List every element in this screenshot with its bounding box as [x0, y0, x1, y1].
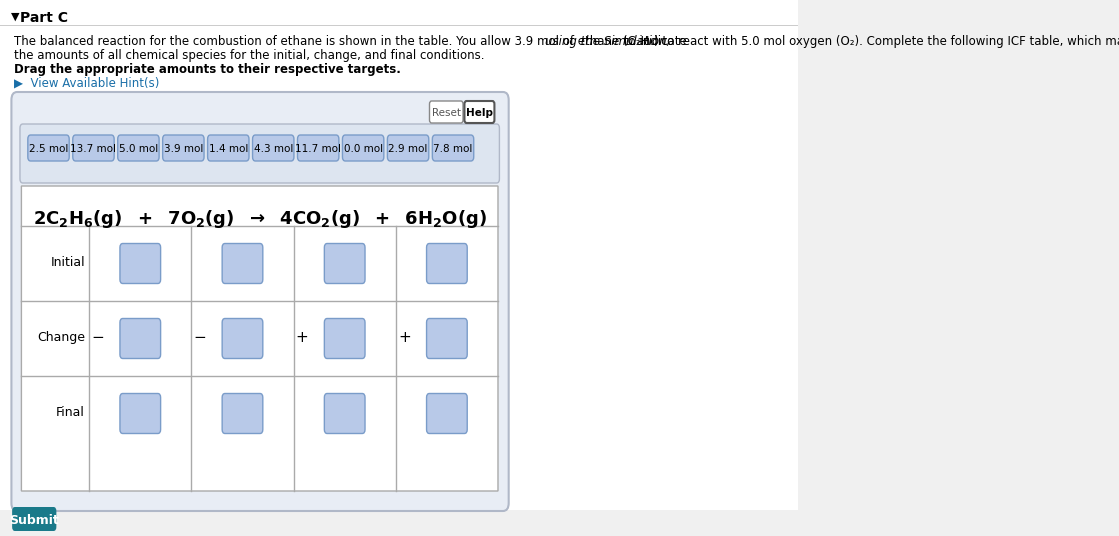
FancyBboxPatch shape [117, 135, 159, 161]
FancyBboxPatch shape [426, 393, 468, 434]
FancyBboxPatch shape [11, 92, 509, 511]
FancyBboxPatch shape [342, 135, 384, 161]
Text: using the Simulation,: using the Simulation, [545, 35, 670, 48]
Text: The balanced reaction for the combustion of ethane is shown in the table. You al: The balanced reaction for the combustion… [15, 35, 1119, 48]
Text: Final: Final [56, 406, 85, 420]
Text: $\mathbf{2C_2H_6(g)\ \ +\ \ 7O_2(g)\ \ \rightarrow\ \ 4CO_2(g)\ \ +\ \ 6H_2O(g)}: $\mathbf{2C_2H_6(g)\ \ +\ \ 7O_2(g)\ \ \… [32, 208, 487, 230]
FancyBboxPatch shape [426, 243, 468, 284]
FancyBboxPatch shape [223, 243, 263, 284]
Text: 7.8 mol: 7.8 mol [433, 144, 472, 154]
FancyBboxPatch shape [21, 186, 498, 491]
Text: 13.7 mol: 13.7 mol [70, 144, 116, 154]
Text: 0.0 mol: 0.0 mol [344, 144, 383, 154]
Text: +: + [398, 331, 411, 346]
FancyBboxPatch shape [223, 393, 263, 434]
FancyBboxPatch shape [325, 393, 365, 434]
Text: 5.0 mol: 5.0 mol [119, 144, 158, 154]
FancyBboxPatch shape [325, 243, 365, 284]
Text: the amounts of all chemical species for the initial, change, and final condition: the amounts of all chemical species for … [15, 49, 485, 62]
FancyBboxPatch shape [325, 318, 365, 359]
Text: ▶  View Available Hint(s): ▶ View Available Hint(s) [15, 77, 160, 90]
Text: Change: Change [37, 331, 85, 345]
FancyBboxPatch shape [28, 135, 69, 161]
Text: Reset: Reset [432, 108, 461, 118]
Text: 3.9 mol: 3.9 mol [163, 144, 203, 154]
Text: Initial: Initial [50, 257, 85, 270]
FancyBboxPatch shape [120, 393, 161, 434]
FancyBboxPatch shape [253, 135, 294, 161]
FancyBboxPatch shape [223, 318, 263, 359]
FancyBboxPatch shape [298, 135, 339, 161]
Bar [0, 25, 798, 26]
FancyBboxPatch shape [426, 318, 468, 359]
FancyBboxPatch shape [73, 135, 114, 161]
FancyBboxPatch shape [12, 507, 56, 531]
Text: Drag the appropriate amounts to their respective targets.: Drag the appropriate amounts to their re… [15, 63, 401, 76]
FancyBboxPatch shape [120, 318, 161, 359]
Text: Part C: Part C [20, 11, 68, 25]
Text: +: + [295, 331, 309, 346]
FancyBboxPatch shape [208, 135, 250, 161]
FancyBboxPatch shape [162, 135, 204, 161]
FancyBboxPatch shape [430, 101, 463, 123]
Text: ▼: ▼ [11, 12, 20, 22]
Text: to indicate: to indicate [620, 35, 687, 48]
Text: 1.4 mol: 1.4 mol [208, 144, 248, 154]
Text: 2.9 mol: 2.9 mol [388, 144, 427, 154]
Text: 2.5 mol: 2.5 mol [29, 144, 68, 154]
Text: −: − [92, 331, 104, 346]
FancyBboxPatch shape [432, 135, 473, 161]
Text: Submit: Submit [9, 513, 59, 526]
FancyBboxPatch shape [464, 101, 495, 123]
Text: 4.3 mol: 4.3 mol [254, 144, 293, 154]
Text: −: − [194, 331, 206, 346]
FancyBboxPatch shape [387, 135, 429, 161]
Text: Help: Help [466, 108, 493, 118]
FancyBboxPatch shape [120, 243, 161, 284]
FancyBboxPatch shape [20, 124, 499, 183]
Text: 11.7 mol: 11.7 mol [295, 144, 341, 154]
